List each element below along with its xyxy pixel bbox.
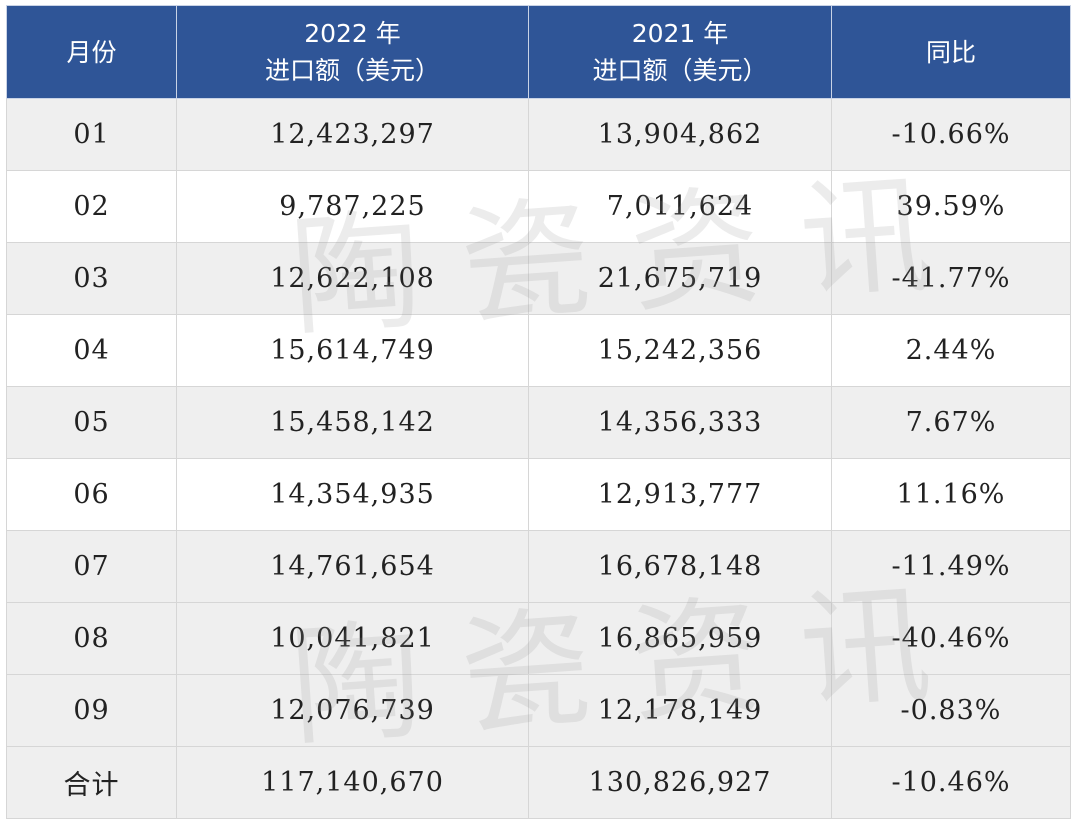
cell-yoy: -0.83% (831, 674, 1071, 747)
cell-y2021: 7,011,624 (528, 170, 832, 243)
header-2022: 2022 年进口额（美元） (176, 5, 529, 99)
cell-month: 合计 (6, 746, 177, 819)
header-month: 月份 (6, 5, 177, 99)
cell-y2021: 16,678,148 (528, 530, 832, 603)
cell-y2021: 14,356,333 (528, 386, 832, 459)
cell-month: 03 (6, 242, 177, 315)
table-row: 06 14,354,935 12,913,777 11.16% (6, 458, 1071, 531)
cell-y2022: 14,354,935 (176, 458, 529, 531)
table-row: 09 12,076,739 12,178,149 -0.83% (6, 674, 1071, 747)
cell-yoy: 39.59% (831, 170, 1071, 243)
cell-yoy: -41.77% (831, 242, 1071, 315)
cell-yoy: -10.46% (831, 746, 1071, 819)
header-row: 月份 2022 年进口额（美元） 2021 年进口额（美元） 同比 (6, 5, 1071, 99)
cell-yoy: 11.16% (831, 458, 1071, 531)
cell-month: 07 (6, 530, 177, 603)
cell-yoy: 7.67% (831, 386, 1071, 459)
header-2022-year: 2022 年 (304, 19, 401, 48)
cell-y2021: 13,904,862 (528, 98, 832, 171)
cell-month: 01 (6, 98, 177, 171)
cell-y2021: 130,826,927 (528, 746, 832, 819)
header-2021-unit: 进口额（美元） (592, 56, 768, 85)
cell-yoy: -40.46% (831, 602, 1071, 675)
header-yoy-label: 同比 (925, 37, 976, 67)
cell-month: 04 (6, 314, 177, 387)
header-2021: 2021 年进口额（美元） (528, 5, 832, 99)
cell-month: 08 (6, 602, 177, 675)
cell-y2021: 12,178,149 (528, 674, 832, 747)
table-row: 08 10,041,821 16,865,959 -40.46% (6, 602, 1071, 675)
cell-y2022: 12,076,739 (176, 674, 529, 747)
table-row: 合计 117,140,670 130,826,927 -10.46% (6, 746, 1071, 819)
import-table: 月份 2022 年进口额（美元） 2021 年进口额（美元） 同比 01 12,4… (6, 5, 1071, 819)
header-yoy: 同比 (831, 5, 1071, 99)
cell-yoy: -10.66% (831, 98, 1071, 171)
cell-y2022: 12,622,108 (176, 242, 529, 315)
cell-y2022: 117,140,670 (176, 746, 529, 819)
table-row: 01 12,423,297 13,904,862 -10.66% (6, 98, 1071, 171)
cell-y2022: 15,458,142 (176, 386, 529, 459)
cell-y2021: 21,675,719 (528, 242, 832, 315)
cell-y2022: 15,614,749 (176, 314, 529, 387)
header-2022-unit: 进口额（美元） (264, 56, 440, 85)
cell-y2022: 9,787,225 (176, 170, 529, 243)
table-row: 02 9,787,225 7,011,624 39.59% (6, 170, 1071, 243)
table-row: 05 15,458,142 14,356,333 7.67% (6, 386, 1071, 459)
cell-y2021: 16,865,959 (528, 602, 832, 675)
table-row: 07 14,761,654 16,678,148 -11.49% (6, 530, 1071, 603)
cell-y2022: 14,761,654 (176, 530, 529, 603)
cell-yoy: -11.49% (831, 530, 1071, 603)
cell-y2022: 12,423,297 (176, 98, 529, 171)
header-2021-year: 2021 年 (631, 19, 729, 48)
cell-y2022: 10,041,821 (176, 602, 529, 675)
header-month-label: 月份 (66, 37, 117, 67)
table-row: 03 12,622,108 21,675,719 -41.77% (6, 242, 1071, 315)
cell-yoy: 2.44% (831, 314, 1071, 387)
cell-month: 06 (6, 458, 177, 531)
table-row: 04 15,614,749 15,242,356 2.44% (6, 314, 1071, 387)
cell-month: 02 (6, 170, 177, 243)
cell-month: 05 (6, 386, 177, 459)
cell-y2021: 15,242,356 (528, 314, 832, 387)
cell-y2021: 12,913,777 (528, 458, 832, 531)
cell-month: 09 (6, 674, 177, 747)
